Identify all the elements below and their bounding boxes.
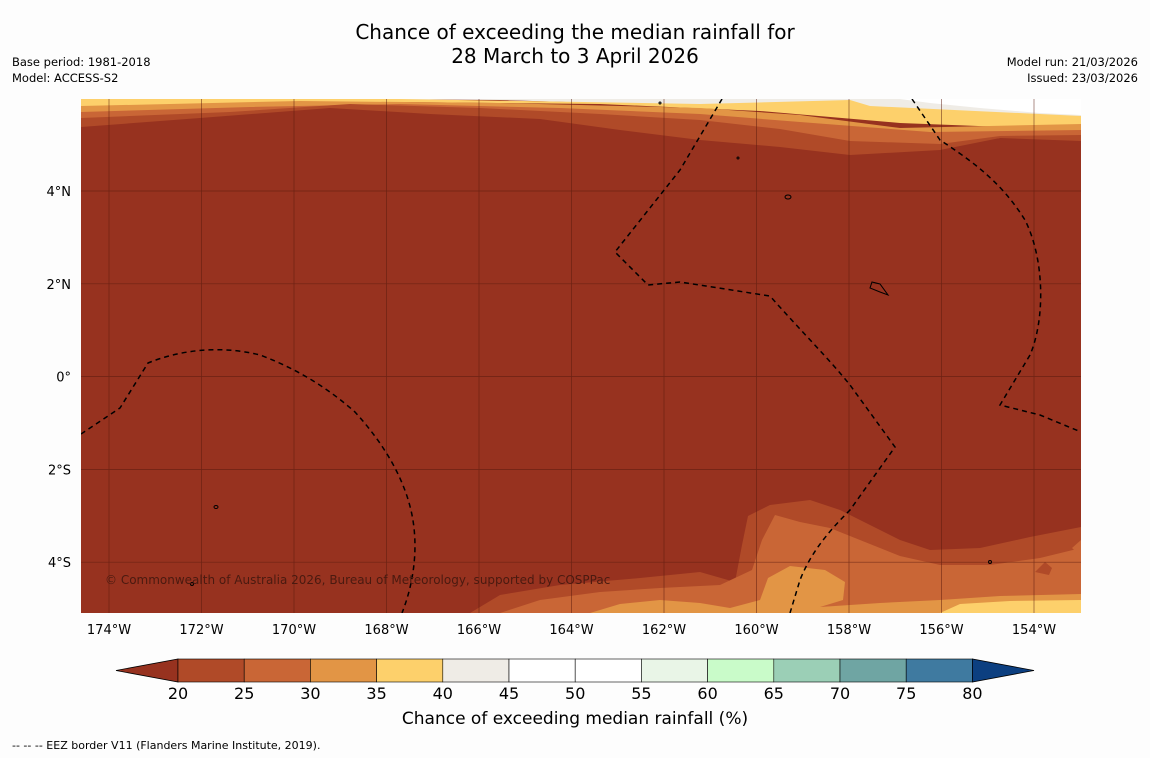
colorbar-segment xyxy=(310,658,377,683)
north-band-20-25 xyxy=(81,104,1081,155)
latitude-label: 4°N xyxy=(47,185,72,200)
longitude-label: 156°W xyxy=(919,623,963,638)
island-5 xyxy=(736,156,740,160)
colorbar-segment xyxy=(508,658,576,683)
title-line-2: 28 March to 3 April 2026 xyxy=(451,44,699,68)
meta-right: Model run: 21/03/2026 Issued: 23/03/2026 xyxy=(1007,54,1138,86)
south-band-35-40 xyxy=(940,600,1081,613)
longitude-label: 154°W xyxy=(1012,623,1056,638)
colorbar-extend-high xyxy=(972,658,1035,683)
colorbar-tick-label: 75 xyxy=(896,684,916,703)
colorbar-tick-label: 70 xyxy=(830,684,850,703)
colorbar-segment xyxy=(376,658,444,683)
island-3 xyxy=(213,505,219,509)
issued-text: Issued: 23/03/2026 xyxy=(1027,71,1138,85)
longitude-label: 166°W xyxy=(457,623,501,638)
colorbar-tick-label: 30 xyxy=(300,684,320,703)
colorbar-tick-label: 40 xyxy=(433,684,453,703)
copyright-text: © Commonwealth of Australia 2026, Bureau… xyxy=(105,573,610,587)
colorbar-segment xyxy=(243,658,311,683)
islands xyxy=(190,101,992,586)
south-band-25-30 xyxy=(500,515,1081,613)
colorbar-tick-label: 50 xyxy=(565,684,585,703)
rainfall-base-region xyxy=(81,99,1081,613)
colorbar-segment xyxy=(905,658,973,683)
colorbar-tick-label: 25 xyxy=(234,684,254,703)
longitude-label: 174°W xyxy=(87,623,131,638)
meta-left: Base period: 1981-2018 Model: ACCESS-S2 xyxy=(12,54,151,86)
latitude-label: 0° xyxy=(56,371,71,386)
colorbar-segment xyxy=(442,658,510,683)
colorbar-tick-label: 55 xyxy=(631,684,651,703)
longitude-label: 158°W xyxy=(827,623,871,638)
colorbar-tick-label: 45 xyxy=(499,684,519,703)
latitude-label: 2°S xyxy=(48,463,71,478)
island-1 xyxy=(784,194,792,200)
latitude-tick-labels: 4°N 2°N 0° 2°S 4°S xyxy=(47,185,72,571)
graticule xyxy=(81,99,1081,613)
colorbar-tick-label: 80 xyxy=(962,684,982,703)
colorbar-segment xyxy=(641,658,708,683)
north-band-45-55 xyxy=(900,99,1081,115)
north-band-35-40 xyxy=(81,99,1081,130)
longitude-label: 164°W xyxy=(549,623,593,638)
north-band-25-30 xyxy=(81,104,1081,146)
longitude-label: 172°W xyxy=(179,623,223,638)
colorbar-segment xyxy=(707,658,775,683)
longitude-label: 162°W xyxy=(642,623,686,638)
colorbar-tick-label: 65 xyxy=(764,684,784,703)
longitude-tick-labels: 174°W 172°W 170°W 168°W 166°W 164°W 162°W 160°W… xyxy=(87,623,1056,638)
colorbar-tick-label: 35 xyxy=(366,684,386,703)
eez-border-west xyxy=(81,348,416,613)
base-period-text: Base period: 1981-2018 xyxy=(12,55,151,69)
colorbar-extend-low xyxy=(115,658,179,683)
latitude-label: 4°S xyxy=(48,556,71,571)
island-6 xyxy=(658,101,662,105)
colorbar-segment xyxy=(773,658,841,683)
colorbar: 20 25 30 35 40 45 50 55 60 65 70 75 80 xyxy=(115,658,1035,703)
footer-legend: -- -- -- EEZ border V11 (Flanders Marine… xyxy=(12,739,321,752)
eez-border-east xyxy=(911,99,1081,433)
map-plot-area: © Commonwealth of Australia 2026, Bureau… xyxy=(81,99,1081,613)
south-band-30-35 xyxy=(590,566,1081,613)
south-patch-edge xyxy=(1072,540,1081,556)
model-run-text: Model run: 21/03/2026 xyxy=(1006,55,1138,69)
south-patch-20-25 xyxy=(1035,562,1052,575)
island-2 xyxy=(869,281,890,297)
eez-border-central xyxy=(613,99,896,613)
map-title: Chance of exceeding the median rainfall … xyxy=(0,20,1150,68)
longitude-label: 160°W xyxy=(734,623,778,638)
colorbar-segment xyxy=(574,658,642,683)
eez-borders xyxy=(81,99,1081,613)
colorbar-segment xyxy=(177,658,245,683)
colorbar-title: Chance of exceeding median rainfall (%) xyxy=(401,709,749,729)
longitude-label: 168°W xyxy=(364,623,408,638)
latitude-label: 2°N xyxy=(47,278,72,293)
island-4 xyxy=(190,582,194,586)
longitude-label: 170°W xyxy=(272,623,316,638)
colorbar-tick-label: 60 xyxy=(697,684,717,703)
model-text: Model: ACCESS-S2 xyxy=(12,71,119,85)
colorbar-segment xyxy=(839,658,907,683)
island-7 xyxy=(988,560,992,564)
colorbar-tick-label: 20 xyxy=(168,684,188,703)
title-line-1: Chance of exceeding the median rainfall … xyxy=(355,20,795,44)
